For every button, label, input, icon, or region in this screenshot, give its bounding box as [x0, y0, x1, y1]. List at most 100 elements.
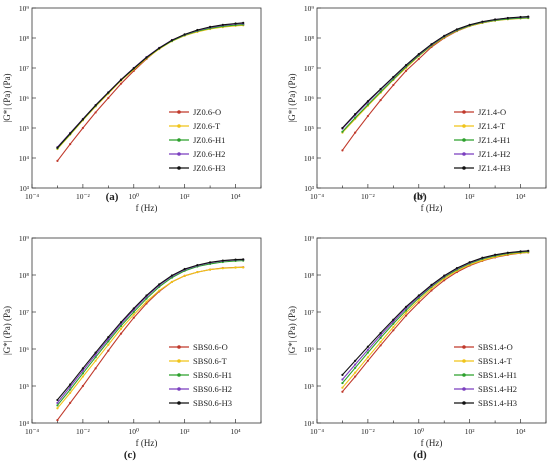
data-point-SBS1.4-H3 [392, 318, 395, 321]
x-tick-label: 10⁻⁴ [310, 192, 324, 201]
data-point-SBS0.6-H3 [94, 351, 97, 354]
legend-marker-SBS0.6-H2 [177, 387, 181, 391]
y-tick-label: 10⁹ [19, 234, 30, 243]
series-line-SBS0.6-H1 [56, 260, 244, 406]
data-point-SBS1.4-T [341, 386, 344, 389]
data-point-JZ1.4-H3 [430, 43, 433, 46]
data-point-JZ1.4-O [366, 114, 369, 118]
data-point-SBS0.6-H1 [132, 310, 135, 314]
y-tick-label: 10⁷ [304, 308, 315, 317]
legend-label-JZ1.4-T: JZ1.4-T [478, 121, 506, 131]
legend-label-SBS1.4-H2: SBS1.4-H2 [478, 384, 517, 394]
data-point-SBS0.6-H2 [81, 369, 84, 372]
y-axis-title: |G*| (Pa) (Pa) [287, 73, 297, 122]
panel-label: (d) [413, 449, 427, 461]
x-tick-label: 10⁴ [230, 192, 241, 201]
legend-label-SBS1.4-O: SBS1.4-O [478, 342, 513, 352]
x-tick-label: 10⁻⁴ [310, 427, 324, 436]
data-point-SBS0.6-T [69, 391, 72, 395]
x-tick-label: 10² [180, 427, 191, 436]
series-line-SBS0.6-T [56, 266, 244, 409]
data-point-JZ0.6-H3 [145, 56, 148, 59]
data-point-SBS1.4-H3 [506, 251, 509, 254]
legend-label-SBS0.6-H1: SBS0.6-H1 [193, 370, 232, 380]
series-line-SBS1.4-H3 [341, 250, 529, 376]
legend-marker-JZ1.4-O [462, 110, 466, 114]
legend-label-JZ0.6-H1: JZ0.6-H1 [193, 135, 225, 145]
y-tick-label: 10³ [304, 184, 315, 193]
x-tick-label: 10⁰ [414, 427, 425, 436]
x-tick-label: 10⁰ [414, 192, 425, 201]
y-tick-label: 10⁸ [19, 271, 30, 280]
data-point-SBS1.4-T [366, 356, 369, 359]
data-point-JZ0.6-H3 [234, 22, 237, 25]
data-point-SBS0.6-H1 [94, 356, 97, 359]
y-tick-label: 10⁵ [19, 124, 30, 133]
legend-label-SBS1.4-H1: SBS1.4-H1 [478, 370, 517, 380]
data-point-SBS1.4-O [354, 375, 357, 378]
data-point-SBS0.6-T [183, 274, 186, 277]
legend-marker-JZ0.6-H1 [177, 138, 181, 142]
data-point-JZ0.6-H3 [196, 28, 199, 32]
x-tick-label: 10⁻⁴ [25, 192, 39, 201]
data-point-SBS1.4-H3 [417, 294, 420, 297]
plot-frame [31, 7, 262, 189]
data-point-SBS1.4-H1 [341, 381, 344, 385]
chart-panel-c: 10⁻⁴ 10⁻² 10⁰ 10² 10⁴ 10⁴ 10⁵ 10⁶ 10⁷ 10⁸ 10⁹ f (Hz… [2, 234, 262, 461]
legend-marker-SBS0.6-T [177, 359, 181, 363]
x-tick-label: 10⁴ [515, 192, 526, 201]
data-point-SBS0.6-H1 [119, 324, 123, 328]
data-point-JZ1.4-H3 [455, 28, 459, 31]
data-point-SBS1.4-H3 [443, 274, 446, 277]
data-point-SBS0.6-T [234, 266, 237, 269]
legend-label-SBS0.6-H3: SBS0.6-H3 [193, 398, 232, 408]
data-point-JZ1.4-O [404, 69, 408, 73]
legend-label-SBS1.4-T: SBS1.4-T [478, 356, 513, 366]
plot-frame [316, 237, 547, 424]
data-point-SBS0.6-H1 [81, 372, 84, 375]
data-point-SBS1.4-H3 [481, 256, 484, 259]
data-point-JZ0.6-H3 [119, 78, 123, 81]
legend-marker-SBS0.6-O [177, 345, 181, 349]
legend-marker-SBS1.4-O [462, 345, 466, 349]
data-point-JZ0.6-H3 [242, 21, 245, 24]
data-point-JZ1.4-H3 [341, 126, 344, 130]
data-point-SBS1.4-H3 [455, 266, 459, 270]
legend-label-JZ1.4-O: JZ1.4-O [478, 107, 506, 117]
data-point-SBS0.6-O [56, 418, 59, 422]
data-point-SBS0.6-H3 [56, 398, 59, 402]
x-tick-label: 10⁰ [129, 192, 140, 201]
data-point-SBS0.6-T [119, 327, 123, 330]
y-axis-title: |G*| (Pa) (Pa) [2, 306, 12, 355]
y-tick-label: 10³ [19, 184, 30, 193]
data-point-SBS0.6-H3 [196, 264, 199, 267]
legend-label-SBS0.6-O: SBS0.6-O [193, 342, 228, 352]
data-point-SBS0.6-H3 [81, 367, 84, 370]
x-tick-label: 10⁴ [515, 427, 526, 436]
series-line-JZ0.6-H3 [56, 22, 244, 149]
data-point-SBS1.4-H3 [354, 359, 357, 362]
panel-label: (c) [124, 449, 137, 461]
data-point-SBS1.4-H1 [392, 322, 395, 325]
data-point-SBS1.4-H1 [379, 336, 382, 339]
data-point-SBS0.6-O [81, 384, 84, 388]
x-tick-label: 10⁻² [76, 427, 90, 436]
data-point-SBS1.4-H3 [341, 373, 344, 376]
legend-marker-SBS0.6-H3 [177, 401, 181, 405]
data-point-JZ1.4-H3 [481, 20, 484, 23]
data-point-SBS1.4-H3 [468, 261, 471, 264]
data-point-JZ1.4-H3 [354, 113, 357, 116]
x-tick-label: 10⁴ [230, 427, 241, 436]
x-axis-title: f (Hz) [421, 438, 443, 448]
data-point-SBS1.4-O [392, 329, 395, 332]
y-tick-label: 10⁵ [19, 382, 30, 391]
data-point-JZ0.6-H3 [183, 33, 186, 36]
series-line-SBS1.4-H1 [341, 251, 529, 384]
x-tick-label: 10⁻² [76, 192, 90, 201]
data-point-JZ1.4-H3 [404, 63, 408, 67]
data-point-SBS0.6-H3 [170, 274, 174, 277]
data-point-SBS1.4-O [430, 289, 433, 292]
data-point-SBS0.6-T [145, 300, 148, 303]
y-tick-label: 10⁸ [304, 271, 315, 280]
data-point-SBS0.6-H3 [69, 383, 72, 386]
